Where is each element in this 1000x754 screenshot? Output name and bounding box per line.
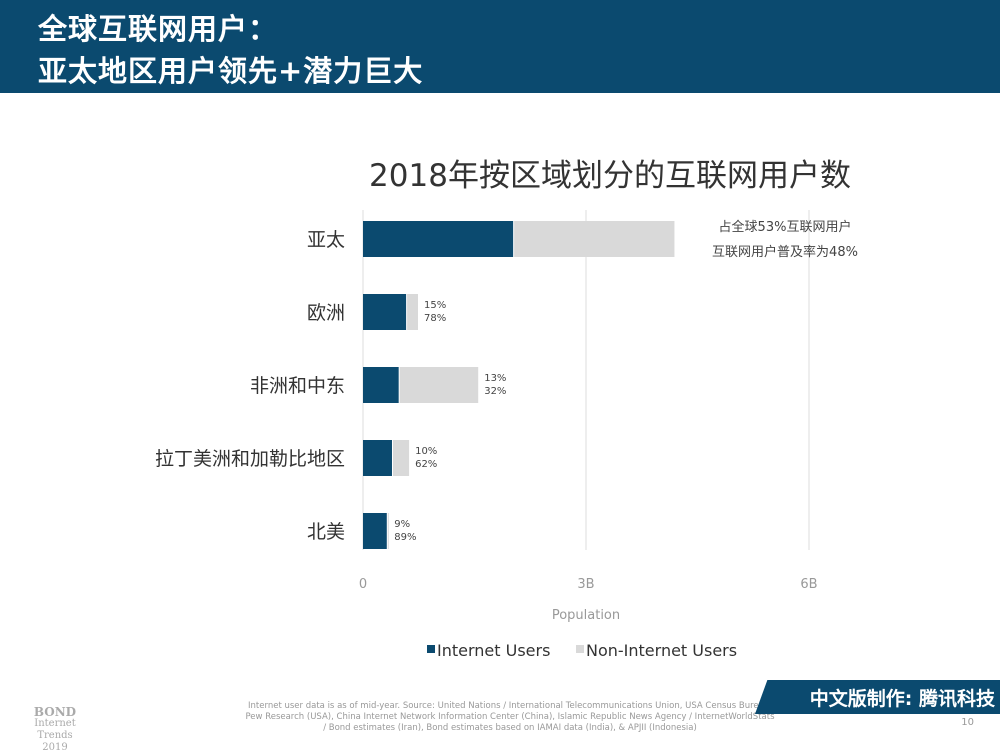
slide-title-line1: 全球互联网用户： <box>38 12 279 46</box>
source-note: Internet user data is as of mid-year. So… <box>245 701 775 733</box>
bond-name: BOND <box>33 705 77 719</box>
bar-internet <box>363 367 399 403</box>
bar-internet <box>363 440 392 476</box>
data-label: 32% <box>484 386 506 397</box>
legend-label: Non-Internet Users <box>586 641 737 660</box>
data-label: 9% <box>394 519 410 530</box>
chart-title: 2018年按区域划分的互联网用户数 <box>369 158 851 194</box>
data-label: 89% <box>394 532 416 543</box>
category-label: 欧洲 <box>307 302 345 324</box>
category-label: 亚太 <box>307 229 345 251</box>
category-label: 拉丁美洲和加勒比地区 <box>155 448 345 470</box>
annotation-text: 占全球53%互联网用户 <box>719 219 852 235</box>
x-tick-label: 3B <box>577 577 594 592</box>
annotation-text: 互联网用户普及率为48% <box>712 244 858 260</box>
data-label: 62% <box>415 459 437 470</box>
x-tick-label: 6B <box>800 577 817 592</box>
bar-non-internet <box>392 440 410 476</box>
data-label: 13% <box>484 373 506 384</box>
bond-subtitle: Internet Trends <box>34 718 76 741</box>
bar-non-internet <box>407 294 419 330</box>
category-label: 非洲和中东 <box>250 375 345 397</box>
slide-title-line2: 亚太地区用户领先+潜力巨大 <box>38 54 424 88</box>
data-label: 15% <box>424 300 446 311</box>
bar-internet <box>363 294 407 330</box>
data-label: 10% <box>415 446 437 457</box>
bar-non-internet <box>514 221 675 257</box>
bar-non-internet <box>399 367 479 403</box>
bar-non-internet <box>387 513 389 549</box>
bond-year: 2019 <box>42 742 68 753</box>
x-tick-label: 0 <box>359 577 367 592</box>
credit-text: 中文版制作: 腾讯科技 <box>809 688 995 710</box>
bar-internet <box>363 221 514 257</box>
legend-swatch <box>576 645 584 653</box>
bar-internet <box>363 513 387 549</box>
legend-label: Internet Users <box>437 641 550 660</box>
data-label: 78% <box>424 313 446 324</box>
header-banner: 全球互联网用户： 亚太地区用户领先+潜力巨大 <box>0 0 1000 93</box>
bond-logo: BOND Internet Trends 2019 <box>20 706 90 754</box>
legend-swatch <box>427 645 435 653</box>
page-number: 10 <box>961 717 974 728</box>
category-label: 北美 <box>307 521 345 543</box>
x-axis-label: Population <box>552 608 620 623</box>
